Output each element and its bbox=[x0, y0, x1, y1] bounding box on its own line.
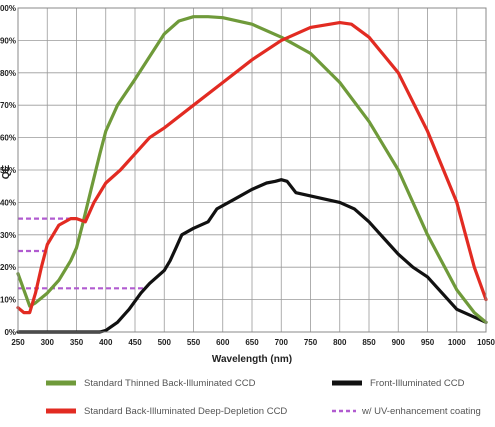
legend-label: Front-Illuminated CCD bbox=[370, 378, 465, 389]
legend-item-standard-thinned-back-illuminated-ccd: Standard Thinned Back-Illuminated CCD bbox=[46, 378, 256, 389]
y-tick-label: 50% bbox=[0, 166, 16, 175]
x-tick-label: 850 bbox=[362, 338, 376, 347]
x-tick-label: 600 bbox=[216, 338, 230, 347]
x-tick-label: 700 bbox=[275, 338, 289, 347]
x-tick-label: 1000 bbox=[448, 338, 466, 347]
series-layer bbox=[16, 15, 488, 334]
y-tick-label: 30% bbox=[0, 231, 16, 240]
y-tick-label: 80% bbox=[0, 69, 16, 78]
x-tick-labels: 250 300 350 400 450 500 550 600 650 700 750 800 850 9… bbox=[11, 338, 495, 347]
y-tick-label: 10% bbox=[0, 296, 16, 305]
x-tick-label: 300 bbox=[41, 338, 55, 347]
x-tick-label: 500 bbox=[158, 338, 172, 347]
x-tick-label: 250 bbox=[11, 338, 25, 347]
series-line-standard-back-illuminated-deep-depletion-ccd bbox=[16, 21, 488, 315]
x-axis-label: Wavelength (nm) bbox=[212, 354, 292, 365]
legend-label: Standard Back-Illuminated Deep-Depletion… bbox=[84, 406, 287, 417]
y-tick-label: 20% bbox=[0, 263, 16, 272]
legend-item-front-illuminated-ccd: Front-Illuminated CCD bbox=[332, 378, 465, 389]
x-tick-label: 450 bbox=[128, 338, 142, 347]
y-tick-label: 40% bbox=[0, 198, 16, 207]
x-tick-label: 350 bbox=[70, 338, 84, 347]
y-tick-label: 70% bbox=[0, 101, 16, 110]
plot-border bbox=[17, 7, 487, 333]
legend-item-w-uv-enhancement-coating: w/ UV-enhancement coating bbox=[332, 406, 481, 417]
x-tick-label: 650 bbox=[245, 338, 259, 347]
x-tick-label: 950 bbox=[421, 338, 435, 347]
series-line-front-illuminated-ccd bbox=[16, 178, 488, 334]
series-line-standard-thinned-back-illuminated-ccd bbox=[16, 15, 488, 324]
legend-label: Standard Thinned Back-Illuminated CCD bbox=[84, 378, 256, 389]
y-axis-label: QE bbox=[1, 164, 12, 179]
y-tick-label: 90% bbox=[0, 36, 16, 45]
x-tick-label: 400 bbox=[99, 338, 113, 347]
y-tick-label: 0% bbox=[4, 328, 16, 337]
x-tick-label: 900 bbox=[392, 338, 406, 347]
y-tick-label: 100% bbox=[0, 4, 16, 13]
x-tick-label: 800 bbox=[333, 338, 347, 347]
y-tick-label: 60% bbox=[0, 134, 16, 143]
legend: Standard Thinned Back-Illuminated CCD Sta… bbox=[46, 378, 481, 417]
legend-label: w/ UV-enhancement coating bbox=[361, 406, 481, 417]
y-tick-labels: 0% 10% 20% 30% 40% 50% 60% 70% 80% 90% 100% bbox=[0, 4, 16, 337]
x-tick-label: 550 bbox=[187, 338, 201, 347]
x-tick-label: 1050 bbox=[477, 338, 495, 347]
x-tick-label: 750 bbox=[304, 338, 318, 347]
legend-item-standard-back-illuminated-deep-depletion-ccd: Standard Back-Illuminated Deep-Depletion… bbox=[46, 406, 287, 417]
